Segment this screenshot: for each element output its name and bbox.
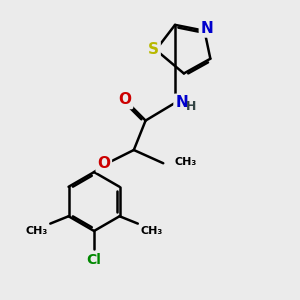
- Text: CH₃: CH₃: [140, 226, 162, 236]
- Text: S: S: [148, 42, 159, 57]
- Text: N: N: [200, 21, 213, 36]
- Text: O: O: [97, 156, 110, 171]
- Text: H: H: [186, 100, 196, 113]
- Text: CH₃: CH₃: [26, 226, 48, 236]
- Text: O: O: [118, 92, 131, 107]
- Text: CH₃: CH₃: [174, 157, 197, 167]
- Text: N: N: [175, 95, 188, 110]
- Text: Cl: Cl: [87, 253, 101, 267]
